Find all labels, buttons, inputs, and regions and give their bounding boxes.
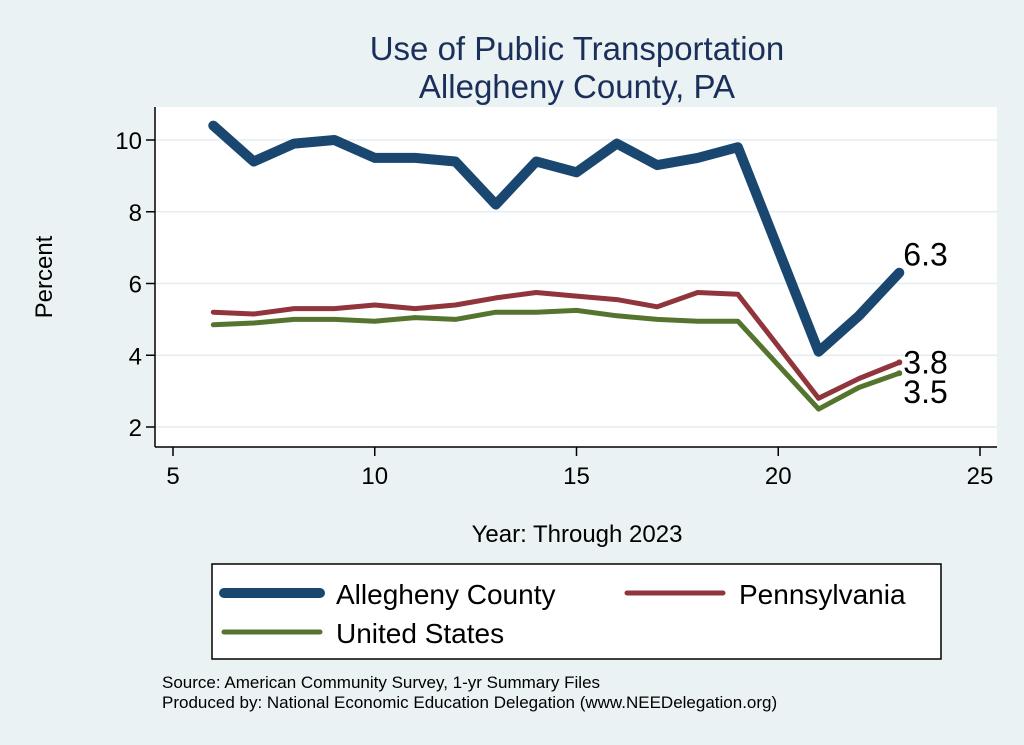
y-axis-label: Percent [31, 235, 58, 318]
legend: Allegheny County Pennsylvania United Sta… [211, 563, 942, 660]
source-note: Source: American Community Survey, 1-yr … [162, 673, 600, 692]
chart-title: Use of Public Transportation [370, 30, 785, 67]
x-axis-label: Year: Through 2023 [472, 521, 683, 548]
y-tick-label: 2 [129, 415, 142, 442]
legend-label-allegheny: Allegheny County [336, 579, 555, 610]
x-tick-label: 15 [563, 463, 590, 490]
series-line-allegheny-county [208, 120, 905, 357]
end-label-united-states: 3.5 [903, 374, 947, 410]
series-lines [208, 120, 905, 412]
legend-box [211, 563, 942, 660]
series-line-pennsylvania [210, 290, 902, 401]
end-labels: 6.3 3.83.5 [903, 237, 947, 410]
end-point-united-states [896, 370, 903, 377]
x-tick-label: 10 [361, 463, 388, 490]
x-axis: 5 10 15 20 25 [155, 446, 997, 490]
x-tick-label: 5 [166, 463, 179, 490]
end-label-allegheny-county: 6.3 [903, 237, 947, 273]
end-point-pennsylvania [896, 359, 903, 366]
chart-subtitle: Allegheny County, PA [419, 68, 735, 105]
y-tick-label: 6 [129, 272, 142, 299]
y-tick-label: 8 [129, 200, 142, 227]
legend-label-united-states: United States [336, 618, 504, 649]
end-point-allegheny-county [896, 269, 903, 276]
x-tick-label: 20 [765, 463, 792, 490]
x-tick-label: 25 [967, 463, 994, 490]
y-axis: 2 4 6 8 10 [115, 107, 156, 447]
produced-by-note: Produced by: National Economic Education… [162, 693, 777, 712]
y-tick-label: 4 [129, 343, 142, 370]
end-label-pennsylvania: 3.8 [903, 344, 947, 380]
y-tick-label: 10 [115, 128, 142, 155]
legend-label-pennsylvania: Pennsylvania [739, 579, 906, 610]
plot-area [155, 107, 997, 447]
series-line-united-states [210, 307, 902, 412]
